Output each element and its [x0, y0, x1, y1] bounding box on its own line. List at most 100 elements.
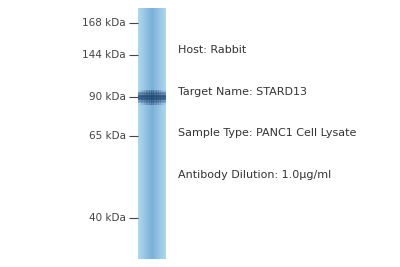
- Bar: [146, 8, 147, 259]
- Bar: [161, 8, 162, 259]
- Bar: [148, 90, 149, 105]
- Bar: [146, 90, 147, 105]
- Bar: [138, 103, 166, 104]
- Bar: [138, 96, 166, 97]
- Bar: [147, 8, 148, 259]
- Bar: [138, 90, 166, 91]
- Bar: [162, 90, 164, 105]
- Bar: [146, 90, 148, 105]
- Bar: [138, 90, 139, 105]
- Bar: [154, 8, 155, 259]
- Bar: [138, 101, 166, 102]
- Text: Host: Rabbit: Host: Rabbit: [178, 45, 246, 55]
- Text: 40 kDa: 40 kDa: [89, 213, 126, 223]
- Bar: [150, 90, 151, 105]
- Bar: [164, 8, 165, 259]
- Bar: [161, 90, 162, 105]
- Bar: [147, 90, 148, 105]
- Bar: [153, 8, 154, 259]
- Bar: [153, 8, 154, 259]
- Bar: [138, 92, 166, 93]
- Bar: [138, 8, 139, 259]
- Bar: [165, 90, 166, 105]
- Bar: [150, 8, 151, 259]
- Bar: [163, 8, 164, 259]
- Bar: [138, 93, 166, 94]
- Bar: [138, 104, 166, 105]
- Text: 168 kDa: 168 kDa: [82, 18, 126, 28]
- Bar: [155, 8, 156, 259]
- Bar: [142, 8, 143, 259]
- Bar: [159, 8, 160, 259]
- Bar: [138, 97, 166, 98]
- Text: Antibody Dilution: 1.0µg/ml: Antibody Dilution: 1.0µg/ml: [178, 170, 331, 179]
- Bar: [156, 8, 157, 259]
- Bar: [138, 91, 166, 92]
- Bar: [141, 8, 142, 259]
- Bar: [152, 90, 153, 105]
- Bar: [162, 8, 163, 259]
- Bar: [152, 8, 153, 259]
- Bar: [165, 8, 166, 259]
- Bar: [138, 93, 166, 94]
- Bar: [145, 90, 146, 105]
- Bar: [158, 90, 159, 105]
- Bar: [148, 90, 150, 105]
- Bar: [143, 90, 144, 105]
- Bar: [157, 90, 158, 105]
- Bar: [158, 8, 159, 259]
- Bar: [150, 8, 151, 259]
- Bar: [144, 8, 145, 259]
- Bar: [138, 96, 166, 97]
- Bar: [146, 8, 147, 259]
- Bar: [139, 8, 140, 259]
- Bar: [142, 90, 143, 105]
- Bar: [138, 98, 166, 99]
- Bar: [149, 8, 150, 259]
- Bar: [160, 90, 162, 105]
- Bar: [155, 8, 156, 259]
- Bar: [159, 90, 160, 105]
- Bar: [145, 8, 146, 259]
- Bar: [149, 90, 150, 105]
- Bar: [159, 8, 160, 259]
- Bar: [138, 8, 139, 259]
- Bar: [148, 8, 149, 259]
- Bar: [160, 8, 161, 259]
- Bar: [153, 90, 154, 105]
- Bar: [165, 8, 166, 259]
- Bar: [143, 8, 144, 259]
- Bar: [138, 100, 166, 101]
- Bar: [162, 90, 163, 105]
- Bar: [150, 90, 152, 105]
- Bar: [156, 8, 157, 259]
- Bar: [154, 90, 155, 105]
- Bar: [160, 8, 161, 259]
- Bar: [149, 8, 150, 259]
- Bar: [164, 8, 165, 259]
- Bar: [139, 8, 140, 259]
- Bar: [138, 94, 166, 95]
- Bar: [164, 90, 165, 105]
- Bar: [151, 90, 152, 105]
- Bar: [138, 94, 166, 95]
- Bar: [143, 8, 144, 259]
- Bar: [153, 8, 154, 259]
- Bar: [145, 8, 146, 259]
- Bar: [138, 99, 166, 100]
- Bar: [144, 90, 145, 105]
- Bar: [140, 8, 141, 259]
- Bar: [138, 91, 166, 92]
- Bar: [140, 90, 141, 105]
- Bar: [163, 90, 164, 105]
- Bar: [138, 98, 166, 99]
- Bar: [158, 90, 159, 105]
- Bar: [138, 97, 166, 98]
- Bar: [153, 90, 154, 105]
- Bar: [140, 8, 141, 259]
- Bar: [144, 90, 145, 105]
- Bar: [148, 8, 149, 259]
- Text: Sample Type: PANC1 Cell Lysate: Sample Type: PANC1 Cell Lysate: [178, 128, 356, 138]
- Bar: [150, 8, 151, 259]
- Text: Target Name: STARD13: Target Name: STARD13: [178, 87, 307, 97]
